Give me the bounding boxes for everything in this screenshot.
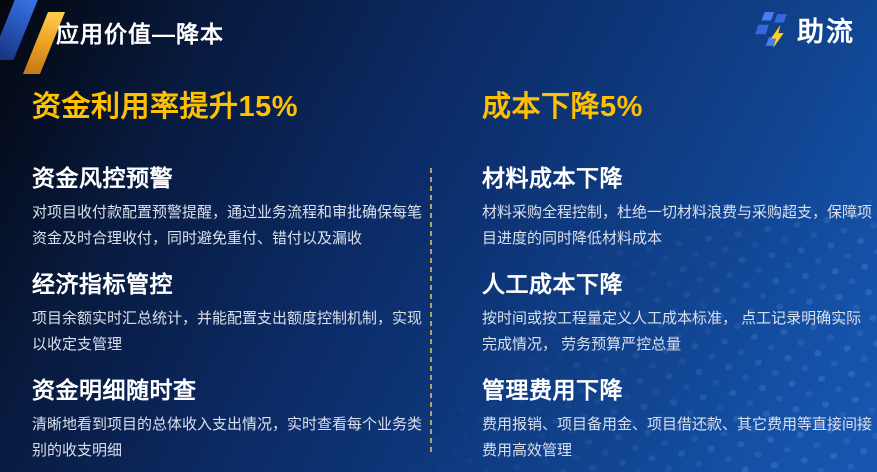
left-headline: 资金利用率提升15% <box>32 91 299 123</box>
section-title: 人工成本下降 <box>482 271 623 297</box>
left-column: 资金利用率提升15% 资金风控预警 对项目收付款配置预警提醒，通过业务流程和审批… <box>32 90 424 464</box>
section-title: 经济指标管控 <box>32 271 173 297</box>
section-title: 资金明细随时查 <box>32 377 197 403</box>
dashed-column-divider <box>430 168 432 456</box>
section-economic-indicators: 经济指标管控 项目余额实时汇总统计，并能配置支出额度控制机制，实现以收定支管理 <box>32 270 424 358</box>
section-body: 按时间或按工程量定义人工成本标准， 点工记录明确实际完成情况， 劳务预算严控总量 <box>482 310 862 353</box>
section-title: 材料成本下降 <box>482 165 623 191</box>
section-title: 资金风控预警 <box>32 165 173 191</box>
page-title: 应用价值—降本 <box>56 21 224 47</box>
section-body: 项目余额实时汇总统计，并能配置支出额度控制机制，实现以收定支管理 <box>32 310 423 353</box>
section-funds-details: 资金明细随时查 清晰地看到项目的总体收入支出情况，实时查看每个业务类别的收支明细 <box>32 376 424 464</box>
section-title: 管理费用下降 <box>482 377 623 403</box>
section-body: 对项目收付款配置预警提醒，通过业务流程和审批确保每笔资金及时合理收付，同时避免重… <box>32 204 423 247</box>
section-body: 材料采购全程控制，杜绝一切材料浪费与采购超支，保障项目进度的同时降低材料成本 <box>482 204 873 247</box>
section-management-expense: 管理费用下降 费用报销、项目备用金、项目借还款、其它费用等直接间接费用高效管理 <box>482 376 874 464</box>
right-headline: 成本下降5% <box>482 91 643 123</box>
brand-logo: 助流 <box>752 10 855 49</box>
section-body: 费用报销、项目备用金、项目借还款、其它费用等直接间接费用高效管理 <box>482 416 873 459</box>
brand-name: 助流 <box>797 17 855 47</box>
right-column: 成本下降5% 材料成本下降 材料采购全程控制，杜绝一切材料浪费与采购超支，保障项… <box>482 90 874 464</box>
section-material-cost: 材料成本下降 材料采购全程控制，杜绝一切材料浪费与采购超支，保障项目进度的同时降… <box>482 164 874 252</box>
section-funds-risk-warning: 资金风控预警 对项目收付款配置预警提醒，通过业务流程和审批确保每笔资金及时合理收… <box>32 164 424 252</box>
section-labor-cost: 人工成本下降 按时间或按工程量定义人工成本标准， 点工记录明确实际完成情况， 劳… <box>482 270 874 358</box>
zhuliu-lightning-tiles-icon <box>755 11 787 48</box>
section-body: 清晰地看到项目的总体收入支出情况，实时查看每个业务类别的收支明细 <box>32 416 423 459</box>
